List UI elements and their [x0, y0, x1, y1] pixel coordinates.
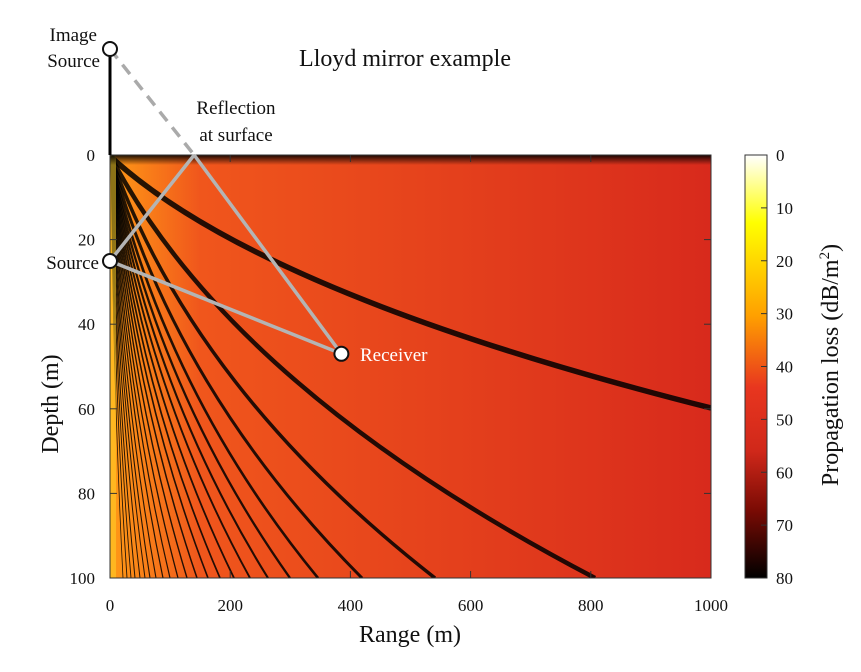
- heatmap-area: [110, 155, 711, 578]
- source-marker: [103, 254, 117, 268]
- y-tick-label: 80: [78, 484, 95, 503]
- y-tick-label: 0: [87, 146, 96, 165]
- x-axis-label: Range (m): [359, 622, 461, 648]
- colorbar-tick-label: 30: [776, 305, 793, 324]
- image-source-label-line2: Source: [47, 51, 100, 72]
- colorbar-label: Propagation loss (dB/m2): [817, 244, 844, 486]
- colorbar-tick-label: 0: [776, 146, 785, 165]
- x-tick-label: 0: [106, 596, 115, 615]
- chart-title: Lloyd mirror example: [299, 46, 511, 72]
- receiver-label: Receiver: [360, 345, 428, 366]
- source-label: Source: [46, 253, 99, 274]
- colorbar-tick-label: 70: [776, 516, 793, 535]
- colorbar-tick-label: 80: [776, 569, 793, 588]
- x-tick-label: 600: [458, 596, 484, 615]
- reflection-label-line1: Reflection: [196, 98, 276, 119]
- colorbar-tick-label: 60: [776, 463, 793, 482]
- y-axis-label: Depth (m): [38, 354, 64, 453]
- colorbar-tick-label: 50: [776, 410, 793, 429]
- x-tick-label: 400: [338, 596, 364, 615]
- colorbar-tick-label: 10: [776, 199, 793, 218]
- y-tick-label: 60: [78, 400, 95, 419]
- receiver-marker: [334, 347, 348, 361]
- x-tick-label: 200: [217, 596, 243, 615]
- reflection-label-line2: at surface: [199, 125, 272, 146]
- colorbar-tick-label: 20: [776, 252, 793, 271]
- colorbar-tick-label: 40: [776, 358, 793, 377]
- y-tick-label: 100: [70, 569, 96, 588]
- y-tick-label: 40: [78, 315, 95, 334]
- x-tick-label: 1000: [694, 596, 728, 615]
- y-tick-label: 20: [78, 231, 95, 250]
- x-tick-label: 800: [578, 596, 604, 615]
- image-source-label-line1: Image: [50, 25, 97, 46]
- image-ray-dashed: [110, 49, 194, 155]
- image-source-marker: [103, 42, 117, 56]
- near-field-band: [110, 155, 116, 578]
